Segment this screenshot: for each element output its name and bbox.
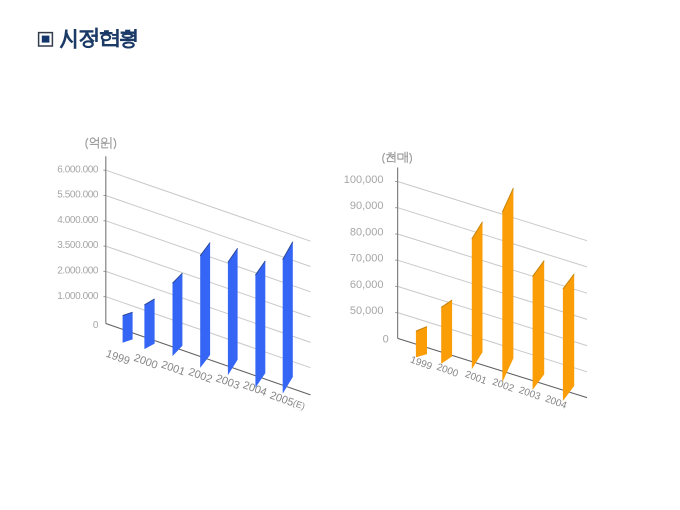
svg-text:0: 0	[383, 334, 389, 346]
svg-text:0: 0	[93, 320, 99, 331]
svg-text:2004: 2004	[241, 379, 268, 399]
svg-text:1999: 1999	[409, 355, 434, 373]
svg-text:2005(E): 2005(E)	[268, 390, 306, 414]
svg-text:80,000: 80,000	[350, 227, 384, 239]
svg-text:2001: 2001	[463, 369, 488, 387]
svg-text:2000: 2000	[132, 352, 159, 372]
svg-text:100,000: 100,000	[344, 174, 384, 186]
svg-text:70,000: 70,000	[350, 253, 384, 265]
svg-text:2003: 2003	[214, 372, 241, 392]
svg-text:50,000: 50,000	[350, 305, 384, 317]
svg-text:1999: 1999	[104, 348, 131, 368]
svg-text:2001: 2001	[159, 359, 186, 379]
svg-text:5.500.000: 5.500.000	[57, 190, 99, 201]
svg-text:2003: 2003	[517, 385, 542, 403]
svg-text:60,000: 60,000	[350, 279, 384, 291]
svg-text:4.000.000: 4.000.000	[57, 215, 99, 226]
svg-text:90,000: 90,000	[350, 200, 384, 212]
svg-text:2002: 2002	[491, 377, 516, 395]
svg-text:2000: 2000	[435, 362, 460, 380]
svg-text:1.000.000: 1.000.000	[57, 291, 99, 302]
svg-text:3.500.000: 3.500.000	[57, 240, 99, 251]
svg-text:2002: 2002	[187, 366, 214, 386]
svg-text:2.000.000: 2.000.000	[57, 266, 99, 277]
svg-text:6.000.000: 6.000.000	[57, 164, 99, 175]
